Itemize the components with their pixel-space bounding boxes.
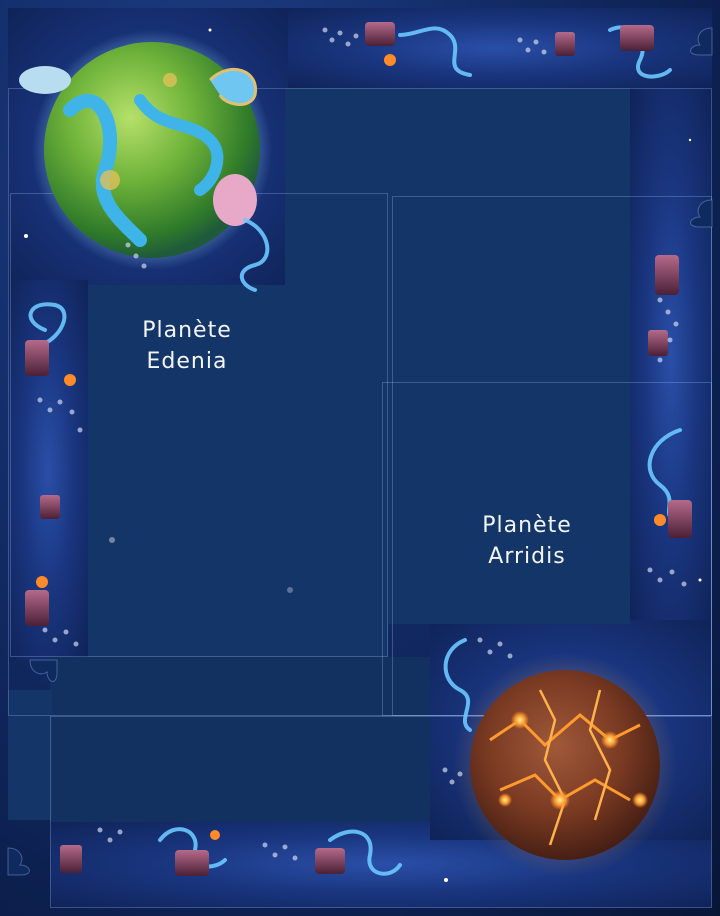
arridis-label: Planète Arridis <box>452 510 602 572</box>
planet-arridis-icon <box>453 653 677 877</box>
center-panel <box>388 196 630 624</box>
planet-edenia-icon <box>19 30 272 270</box>
left-bottom-panel <box>8 690 52 820</box>
footprint-trail-icon <box>37 27 687 861</box>
arridis-label-line1: Planète <box>482 513 572 538</box>
edenia-label-line2: Edenia <box>146 349 228 374</box>
bottom-left-panel <box>50 657 430 822</box>
edenia-label: Planète Edenia <box>112 315 262 377</box>
arridis-label-line2: Arridis <box>488 544 566 569</box>
edenia-label-line1: Planète <box>142 318 232 343</box>
star-dots <box>24 28 702 882</box>
cannon-icon <box>25 22 692 876</box>
right-side-strip <box>630 88 712 628</box>
puzzle-notch-icon <box>7 27 713 876</box>
edenia-panel <box>88 285 388 657</box>
